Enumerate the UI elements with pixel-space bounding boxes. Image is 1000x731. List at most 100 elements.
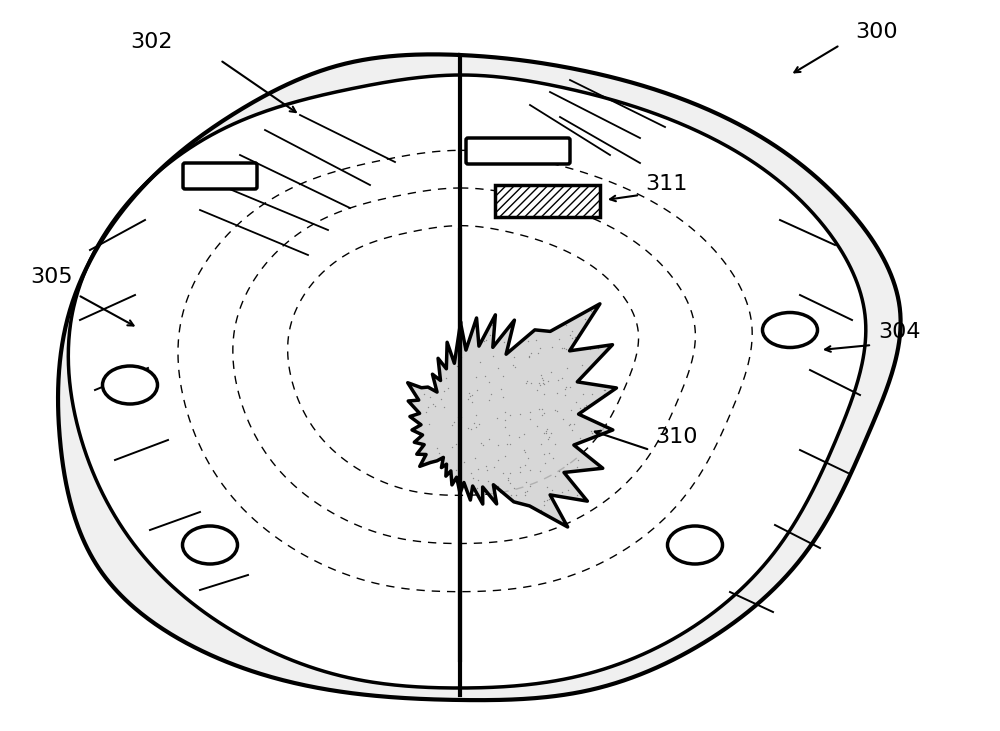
Ellipse shape xyxy=(182,526,238,564)
Point xyxy=(531,403,547,414)
Point xyxy=(557,383,573,395)
Point xyxy=(420,401,436,412)
Point xyxy=(597,384,613,395)
Point xyxy=(536,388,552,400)
PathPatch shape xyxy=(68,75,866,688)
Point xyxy=(502,438,518,450)
Point xyxy=(572,432,588,444)
Point xyxy=(558,319,574,330)
Point xyxy=(500,474,516,486)
Point xyxy=(529,420,545,432)
Text: 305: 305 xyxy=(30,267,73,287)
Point xyxy=(533,504,549,515)
Point xyxy=(497,414,513,425)
Point xyxy=(536,496,552,507)
Point xyxy=(543,428,559,439)
Point xyxy=(482,329,498,341)
Point xyxy=(505,359,521,371)
Point xyxy=(540,433,556,445)
FancyBboxPatch shape xyxy=(466,138,570,164)
Point xyxy=(530,347,546,359)
Point xyxy=(446,417,462,428)
Point xyxy=(574,447,590,458)
Point xyxy=(560,484,576,496)
Point xyxy=(558,344,574,355)
Point xyxy=(539,494,555,506)
Point xyxy=(497,421,513,433)
Point xyxy=(583,305,599,317)
Point xyxy=(544,484,560,496)
Point xyxy=(427,400,443,412)
Point xyxy=(566,418,582,430)
Point xyxy=(451,443,467,455)
Point xyxy=(480,475,496,487)
Point xyxy=(561,419,577,431)
Point xyxy=(483,388,499,400)
Point xyxy=(460,393,476,404)
Point xyxy=(464,389,480,401)
Point xyxy=(516,444,532,455)
Point xyxy=(523,347,539,359)
Point xyxy=(540,376,556,387)
Point xyxy=(512,461,528,473)
Text: 304: 304 xyxy=(878,322,920,342)
Point xyxy=(538,425,554,437)
Point xyxy=(575,388,591,400)
Point xyxy=(468,421,484,433)
Point xyxy=(576,401,592,413)
Point xyxy=(549,387,565,399)
Point xyxy=(436,401,452,413)
Point xyxy=(520,452,536,464)
Point xyxy=(578,399,594,411)
Point xyxy=(460,423,476,434)
Point xyxy=(523,377,539,389)
Point xyxy=(539,424,555,436)
Point xyxy=(502,477,518,489)
Point xyxy=(517,486,533,498)
Point xyxy=(501,429,517,441)
Point xyxy=(433,374,449,385)
Point xyxy=(451,385,467,396)
Point xyxy=(493,383,509,395)
Point xyxy=(522,480,538,492)
Point xyxy=(416,387,432,399)
Point xyxy=(541,447,557,459)
Ellipse shape xyxy=(763,312,818,347)
Point xyxy=(422,392,438,404)
Point xyxy=(435,461,451,472)
Point xyxy=(596,387,612,399)
Point xyxy=(440,382,456,394)
Point xyxy=(529,384,545,395)
Point xyxy=(547,470,563,482)
Point xyxy=(507,360,523,372)
Point xyxy=(581,399,597,411)
Point xyxy=(535,374,551,386)
Point xyxy=(511,431,527,443)
Text: 300: 300 xyxy=(855,22,898,42)
Point xyxy=(479,464,495,476)
Point xyxy=(551,465,567,477)
Point xyxy=(500,472,516,484)
Point xyxy=(456,455,472,467)
Point xyxy=(569,489,585,501)
Point xyxy=(562,381,578,393)
Point xyxy=(567,331,583,343)
Point xyxy=(543,366,559,378)
Point xyxy=(473,437,489,449)
Point xyxy=(449,360,465,371)
Ellipse shape xyxy=(103,366,158,404)
Point xyxy=(544,341,560,353)
Point xyxy=(535,377,551,389)
Point xyxy=(481,394,497,406)
Point xyxy=(547,439,563,450)
Point xyxy=(536,427,552,439)
Point xyxy=(478,334,494,346)
Point xyxy=(549,405,565,417)
Point xyxy=(481,376,497,388)
Point xyxy=(466,417,482,429)
Point xyxy=(550,374,566,386)
Point xyxy=(496,336,512,348)
Point xyxy=(534,403,550,414)
Point xyxy=(471,418,487,430)
Point xyxy=(582,343,598,355)
